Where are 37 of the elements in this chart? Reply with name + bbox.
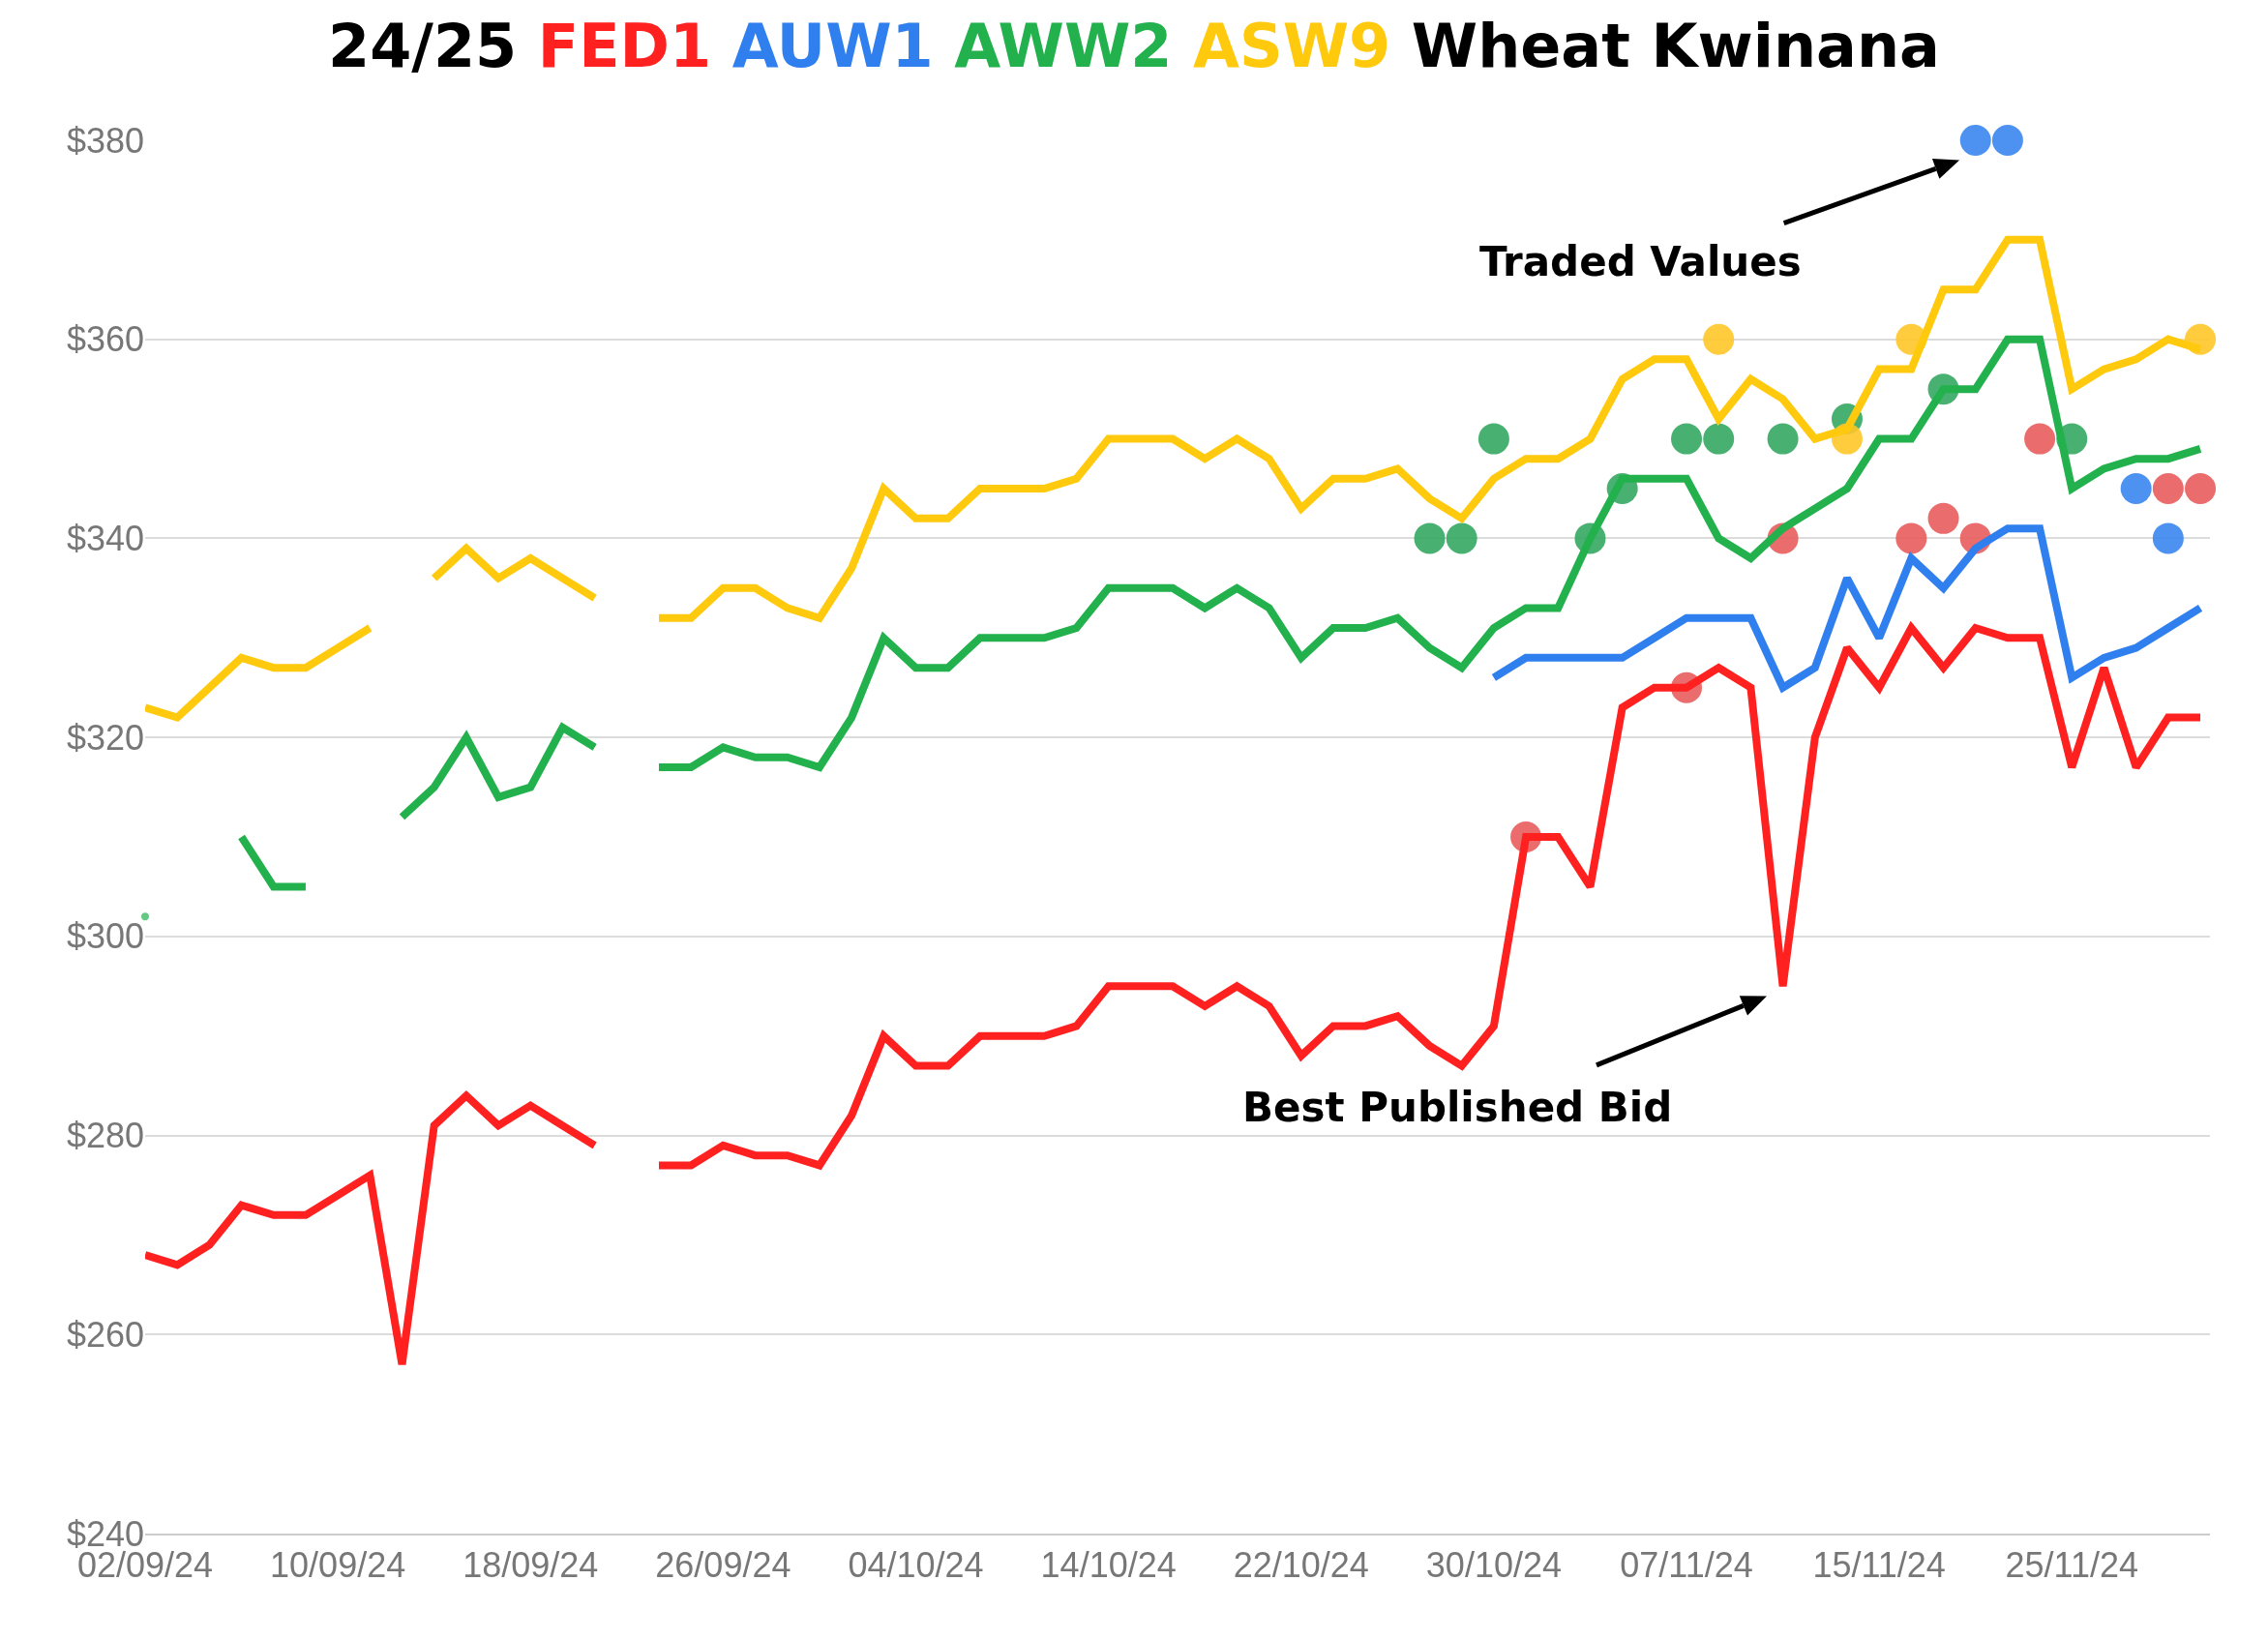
point (1767, 423, 1799, 455)
y-tick-label: $380 (66, 120, 144, 161)
chart-title: 24/25 FED1 AUW1 AWW2 ASW9 Wheat Kwinana (328, 10, 1940, 81)
point (1414, 522, 1446, 554)
point (1927, 502, 1959, 534)
point (2120, 473, 2152, 504)
y-tick-label: $320 (66, 717, 144, 758)
point (1446, 522, 1477, 554)
x-tick-label: 07/11/24 (1620, 1545, 1753, 1586)
x-tick-label: 04/10/24 (848, 1545, 984, 1586)
x-tick-label: 30/10/24 (1425, 1545, 1562, 1586)
x-tick-label: 18/09/24 (463, 1545, 599, 1586)
annotation: Best Published Bid (1242, 1084, 1673, 1131)
point (2152, 522, 2184, 554)
point (2152, 473, 2184, 504)
point (1991, 125, 2023, 156)
x-tick-label: 10/09/24 (270, 1545, 406, 1586)
point (140, 911, 150, 922)
y-tick-label: $280 (66, 1116, 144, 1156)
point (1477, 423, 1509, 455)
point (2185, 473, 2217, 504)
x-tick-label: 26/09/24 (655, 1545, 791, 1586)
y-tick-label: $340 (66, 519, 144, 559)
annotation: Traded Values (1479, 238, 1802, 285)
x-tick-label: 15/11/24 (1812, 1545, 1946, 1586)
x-tick-label: 22/10/24 (1233, 1545, 1369, 1586)
point (1703, 323, 1735, 355)
y-tick-label: $260 (66, 1314, 144, 1355)
y-tick-label: $300 (66, 916, 144, 957)
y-tick-label: $360 (66, 319, 144, 360)
x-tick-label: 25/11/24 (2005, 1545, 2139, 1586)
point (2024, 423, 2056, 455)
point (1895, 522, 1927, 554)
point (1671, 423, 1703, 455)
point (1703, 423, 1735, 455)
point (1959, 125, 1991, 156)
x-tick-label: 14/10/24 (1040, 1545, 1177, 1586)
